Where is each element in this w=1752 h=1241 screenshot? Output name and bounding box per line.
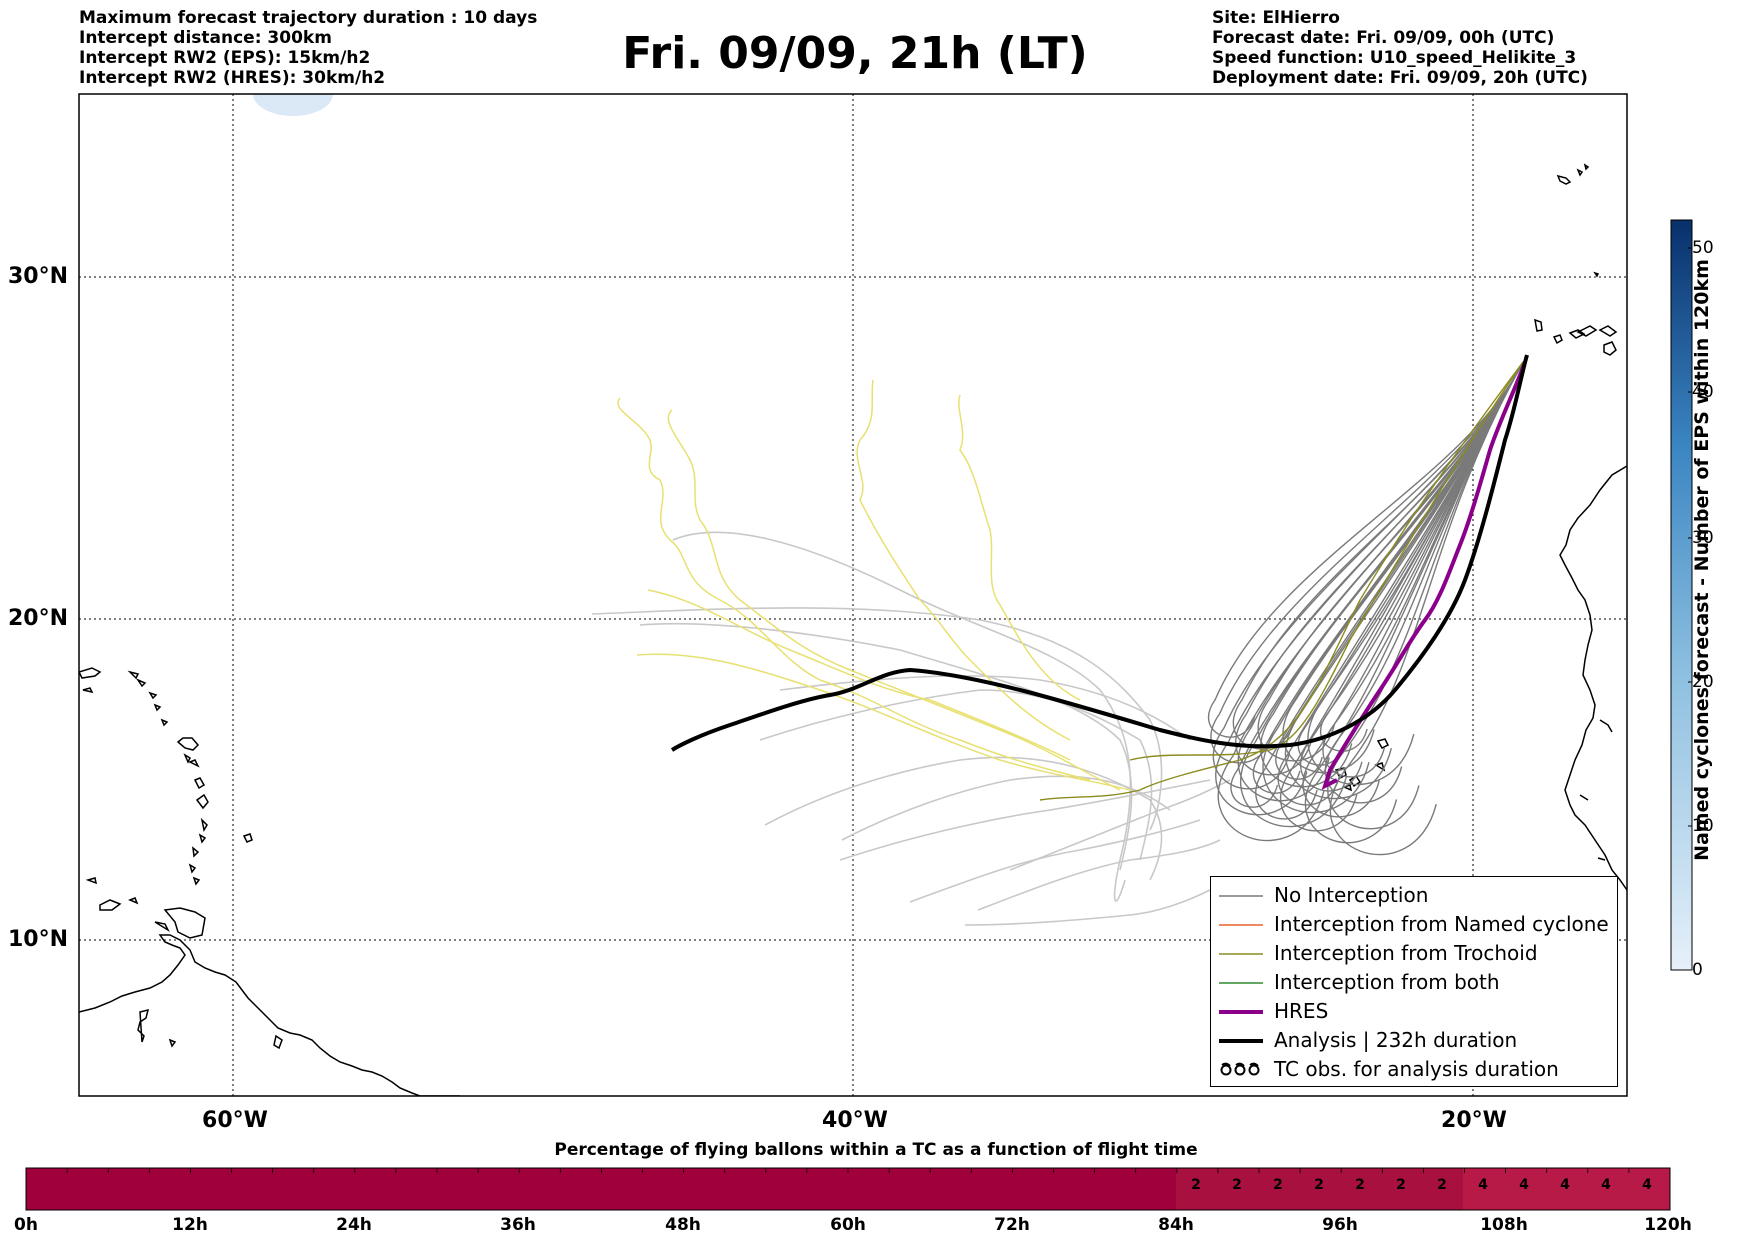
coastline-africa [1559, 465, 1627, 891]
lon-label: 20°W [1441, 1108, 1507, 1133]
eps-tracks-trochoid [1039, 361, 1524, 801]
hour-label: 0h [14, 1215, 38, 1235]
eps-track [1327, 361, 1524, 830]
eps-track [1324, 361, 1524, 804]
percentage-label: 2 [1396, 1177, 1406, 1193]
legend-item: Interception from Trochoid [1211, 939, 1617, 967]
eps-track [1210, 361, 1524, 764]
analysis-track [670, 354, 1529, 752]
legend-line-hres [1219, 1010, 1263, 1014]
lat-label: 20°N [8, 606, 69, 631]
header-info-left: Maximum forecast trajectory duration : 1… [79, 8, 537, 88]
legend-item: HRES [1211, 997, 1617, 1025]
tc-obs-icon [1220, 1062, 1260, 1076]
hour-label: 24h [336, 1215, 372, 1235]
eps-track [1307, 361, 1524, 786]
page-title: Fri. 09/09, 21h (LT) [622, 28, 1088, 79]
header-info-right: Site: ElHierro Forecast date: Fri. 09/09… [1212, 8, 1588, 88]
lon-label: 40°W [822, 1108, 888, 1133]
cyclone-density-patch [253, 94, 333, 116]
hour-label: 36h [500, 1215, 536, 1235]
colorbar-title: Named cyclones forecast - Number of EPS … [1691, 259, 1713, 861]
header-line: Site: ElHierro [1212, 8, 1340, 28]
hour-label: 60h [830, 1215, 866, 1235]
hour-label: 96h [1322, 1215, 1358, 1235]
map-frame [78, 93, 1628, 1097]
legend-line-both [1219, 982, 1263, 984]
bottom-bar-title: Percentage of flying ballons within a TC… [554, 1140, 1198, 1160]
hour-label: 108h [1480, 1215, 1528, 1235]
eps-track [1262, 361, 1524, 814]
percentage-label: 2 [1232, 1177, 1242, 1193]
colorbar [1670, 219, 1693, 971]
colorbar-tick: 40 [1692, 382, 1714, 402]
colorbar-tick: 0 [1692, 960, 1703, 980]
header-line: Speed function: U10_speed_Helikite_3 [1212, 48, 1577, 68]
percentage-label: 4 [1560, 1177, 1570, 1193]
legend-item: Interception from both [1211, 968, 1617, 996]
lat-label: 30°N [8, 264, 69, 289]
hour-label: 72h [994, 1215, 1030, 1235]
header-line: Deployment date: Fri. 09/09, 20h (UTC) [1212, 68, 1588, 88]
percentage-label: 4 [1642, 1177, 1652, 1193]
coastline-caribbean [79, 667, 460, 1096]
percentage-label: 2 [1355, 1177, 1365, 1193]
eps-track [1319, 361, 1524, 752]
percentage-label: 2 [1273, 1177, 1283, 1193]
header-line: Intercept RW2 (HRES): 30km/h2 [79, 68, 386, 88]
yellow-tracks [617, 379, 1131, 791]
legend-line-analysis [1219, 1039, 1263, 1043]
legend-label: TC obs. for analysis duration [1274, 1057, 1559, 1081]
hour-label: 48h [665, 1215, 701, 1235]
legend-label: Interception from Named cyclone [1274, 912, 1609, 936]
header-line: Intercept distance: 300km [79, 28, 332, 48]
eps-tracks-no-interception [1207, 361, 1524, 856]
percentage-label: 4 [1519, 1177, 1529, 1193]
colorbar-tick: 20 [1692, 672, 1714, 692]
legend-label: Analysis | 232h duration [1274, 1028, 1518, 1052]
lon-label: 60°W [202, 1108, 268, 1133]
legend-label: Interception from both [1274, 970, 1500, 994]
legend-item: Analysis | 232h duration [1211, 1026, 1617, 1054]
header-line: Forecast date: Fri. 09/09, 00h (UTC) [1212, 28, 1555, 48]
legend-label: No Interception [1274, 883, 1429, 907]
eps-tracks-light [591, 531, 1231, 926]
percentage-label: 2 [1437, 1177, 1447, 1193]
eps-track [1322, 361, 1524, 778]
eps-track [1207, 361, 1524, 738]
bottom-percentage-bar [25, 1167, 1671, 1211]
colorbar-tick: 30 [1692, 528, 1714, 548]
legend-item: No Interception [1211, 881, 1617, 909]
colorbar-tick: 50 [1692, 238, 1714, 258]
legend-label: Interception from Trochoid [1274, 941, 1538, 965]
legend-line-trochoid [1219, 953, 1263, 955]
legend-line-no-interception [1219, 895, 1263, 897]
lat-label: 10°N [8, 927, 69, 952]
legend-label: HRES [1274, 999, 1329, 1023]
hour-label: 120h [1644, 1215, 1692, 1235]
hour-label: 12h [172, 1215, 208, 1235]
header-line: Intercept RW2 (EPS): 15km/h2 [79, 48, 371, 68]
legend-line-named-cyclone [1219, 924, 1263, 926]
percentage-label: 4 [1601, 1177, 1611, 1193]
map-legend: No Interception Interception from Named … [1210, 876, 1618, 1087]
percentage-label: 4 [1478, 1177, 1488, 1193]
eps-track [1235, 361, 1524, 776]
legend-item: TC obs. for analysis duration [1211, 1055, 1617, 1083]
percentage-label: 2 [1314, 1177, 1324, 1193]
eps-track [1329, 361, 1524, 856]
hour-label: 84h [1158, 1215, 1194, 1235]
colorbar-tick: 10 [1692, 816, 1714, 836]
percentage-label: 2 [1191, 1177, 1201, 1193]
legend-item: Interception from Named cyclone [1211, 910, 1617, 938]
hres-track [1321, 361, 1527, 790]
header-line: Maximum forecast trajectory duration : 1… [79, 8, 538, 28]
